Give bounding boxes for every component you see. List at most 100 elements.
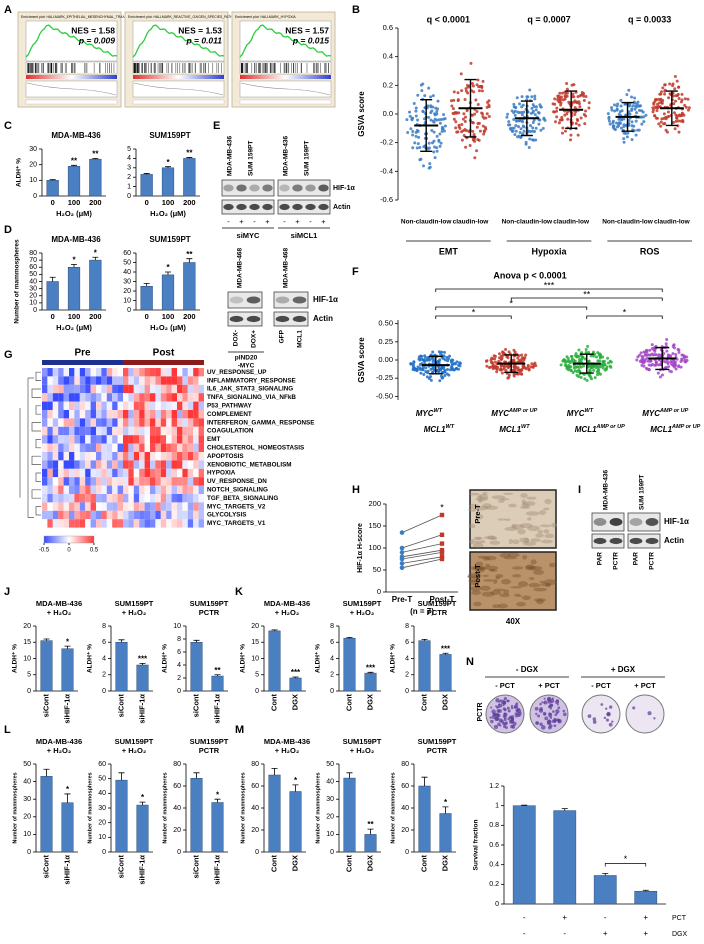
heatmap-cell (144, 426, 150, 436)
dot-decoration (639, 351, 643, 355)
colony (632, 706, 636, 710)
dot-decoration (673, 111, 677, 115)
heatmap-cell (58, 485, 64, 494)
heatmap-cell (150, 443, 156, 452)
heatmap-cell (47, 452, 53, 461)
dot-decoration (455, 130, 459, 134)
dot-decoration (572, 363, 576, 367)
heatmap-cell (52, 477, 59, 486)
heatmap-cell (85, 376, 91, 385)
heatmap-cell (96, 477, 102, 486)
dot-decoration (433, 156, 437, 160)
y-axis-label: ALDH⁺ % (315, 644, 322, 673)
dot-decoration (421, 358, 425, 362)
dot-decoration (513, 350, 517, 354)
heatmap-cell (139, 510, 145, 520)
y-tick-label: 20 (251, 827, 259, 834)
bar (439, 654, 452, 692)
heatmap-cell (198, 426, 204, 436)
dot-decoration (625, 135, 629, 139)
dot-decoration (597, 371, 601, 375)
heatmap-cell (112, 376, 118, 385)
dot-decoration (611, 119, 615, 123)
ihc-texture (470, 566, 483, 571)
dot-decoration (657, 122, 661, 126)
panel-letter: H (352, 484, 360, 496)
dot-decoration (411, 146, 415, 150)
group-bar (123, 360, 204, 365)
error-bar (49, 179, 56, 181)
heatmap-cell (42, 502, 48, 511)
heatmap-cell (160, 452, 167, 461)
y-axis-label: ALDH⁺ % (240, 644, 247, 673)
bar (40, 776, 53, 853)
heatmap-cell (96, 368, 102, 377)
heatmap-cell (182, 376, 188, 385)
heatmap-cell (166, 452, 172, 461)
post-point (439, 532, 445, 537)
heatmap-cell (63, 519, 69, 528)
heatmap-cell (198, 468, 204, 478)
error-bar (442, 806, 449, 814)
dot-decoration (677, 85, 681, 89)
heatmap-cell (117, 443, 123, 452)
dot-decoration (570, 357, 574, 361)
heatmap-cell (155, 494, 161, 503)
heatmap-cell (79, 384, 86, 394)
heatmap-cell (90, 452, 96, 461)
ihc-texture (475, 505, 489, 511)
error-bar (49, 276, 56, 282)
dot-decoration (476, 103, 480, 107)
colony (502, 700, 507, 705)
significance: ** (92, 150, 99, 159)
dot-decoration (610, 106, 614, 110)
comparison-bracket (586, 315, 663, 319)
dot-decoration (586, 344, 590, 348)
heatmap-cell (101, 443, 107, 452)
dot-decoration (481, 114, 485, 118)
blot-band (236, 184, 247, 192)
dot-decoration (661, 86, 665, 90)
bar (89, 158, 102, 197)
bar (211, 675, 224, 692)
colony (606, 711, 611, 717)
heatmap-cell (182, 460, 188, 469)
sample-size: (n = 7) (410, 607, 434, 616)
gene: MYC (567, 409, 585, 418)
dot-decoration (527, 368, 531, 372)
heatmap-cell (117, 410, 123, 419)
heatmap-cell (117, 477, 123, 486)
colony (510, 704, 514, 708)
chart-title: SUM159PT (190, 599, 229, 608)
bar (364, 834, 377, 853)
dot-decoration (456, 98, 460, 102)
y-tick-label: 10 (23, 655, 31, 662)
panel-letter: D (4, 224, 12, 236)
dot-decoration (628, 104, 632, 108)
dot-decoration (578, 94, 582, 98)
blot-band (318, 203, 329, 211)
significance: * (72, 256, 76, 265)
gene-label: TGF_BETA_SIGNALING (207, 495, 278, 502)
heatmap-cell (177, 418, 183, 427)
heatmap-cell (193, 410, 199, 419)
heatmap-cell (63, 384, 69, 394)
heatmap-cell (106, 443, 113, 452)
blot-band (262, 203, 273, 211)
heatmap-cell (182, 477, 188, 486)
dot-decoration (480, 85, 484, 89)
y-axis-label: GSVA score (357, 337, 366, 383)
colony (600, 703, 604, 706)
dot-decoration (504, 348, 508, 352)
error-bar (642, 889, 649, 892)
dot-decoration (405, 118, 409, 122)
colony (605, 718, 610, 722)
y-tick-label: 60 (98, 761, 106, 768)
dot-decoration (412, 102, 416, 106)
heatmap-cell (128, 502, 134, 511)
heatmap-cell (101, 401, 107, 410)
heatmap-cell (150, 485, 156, 494)
y-tick-label: 0 (127, 307, 131, 314)
y-tick-label: 0 (102, 849, 106, 856)
dot-decoration (622, 137, 626, 141)
